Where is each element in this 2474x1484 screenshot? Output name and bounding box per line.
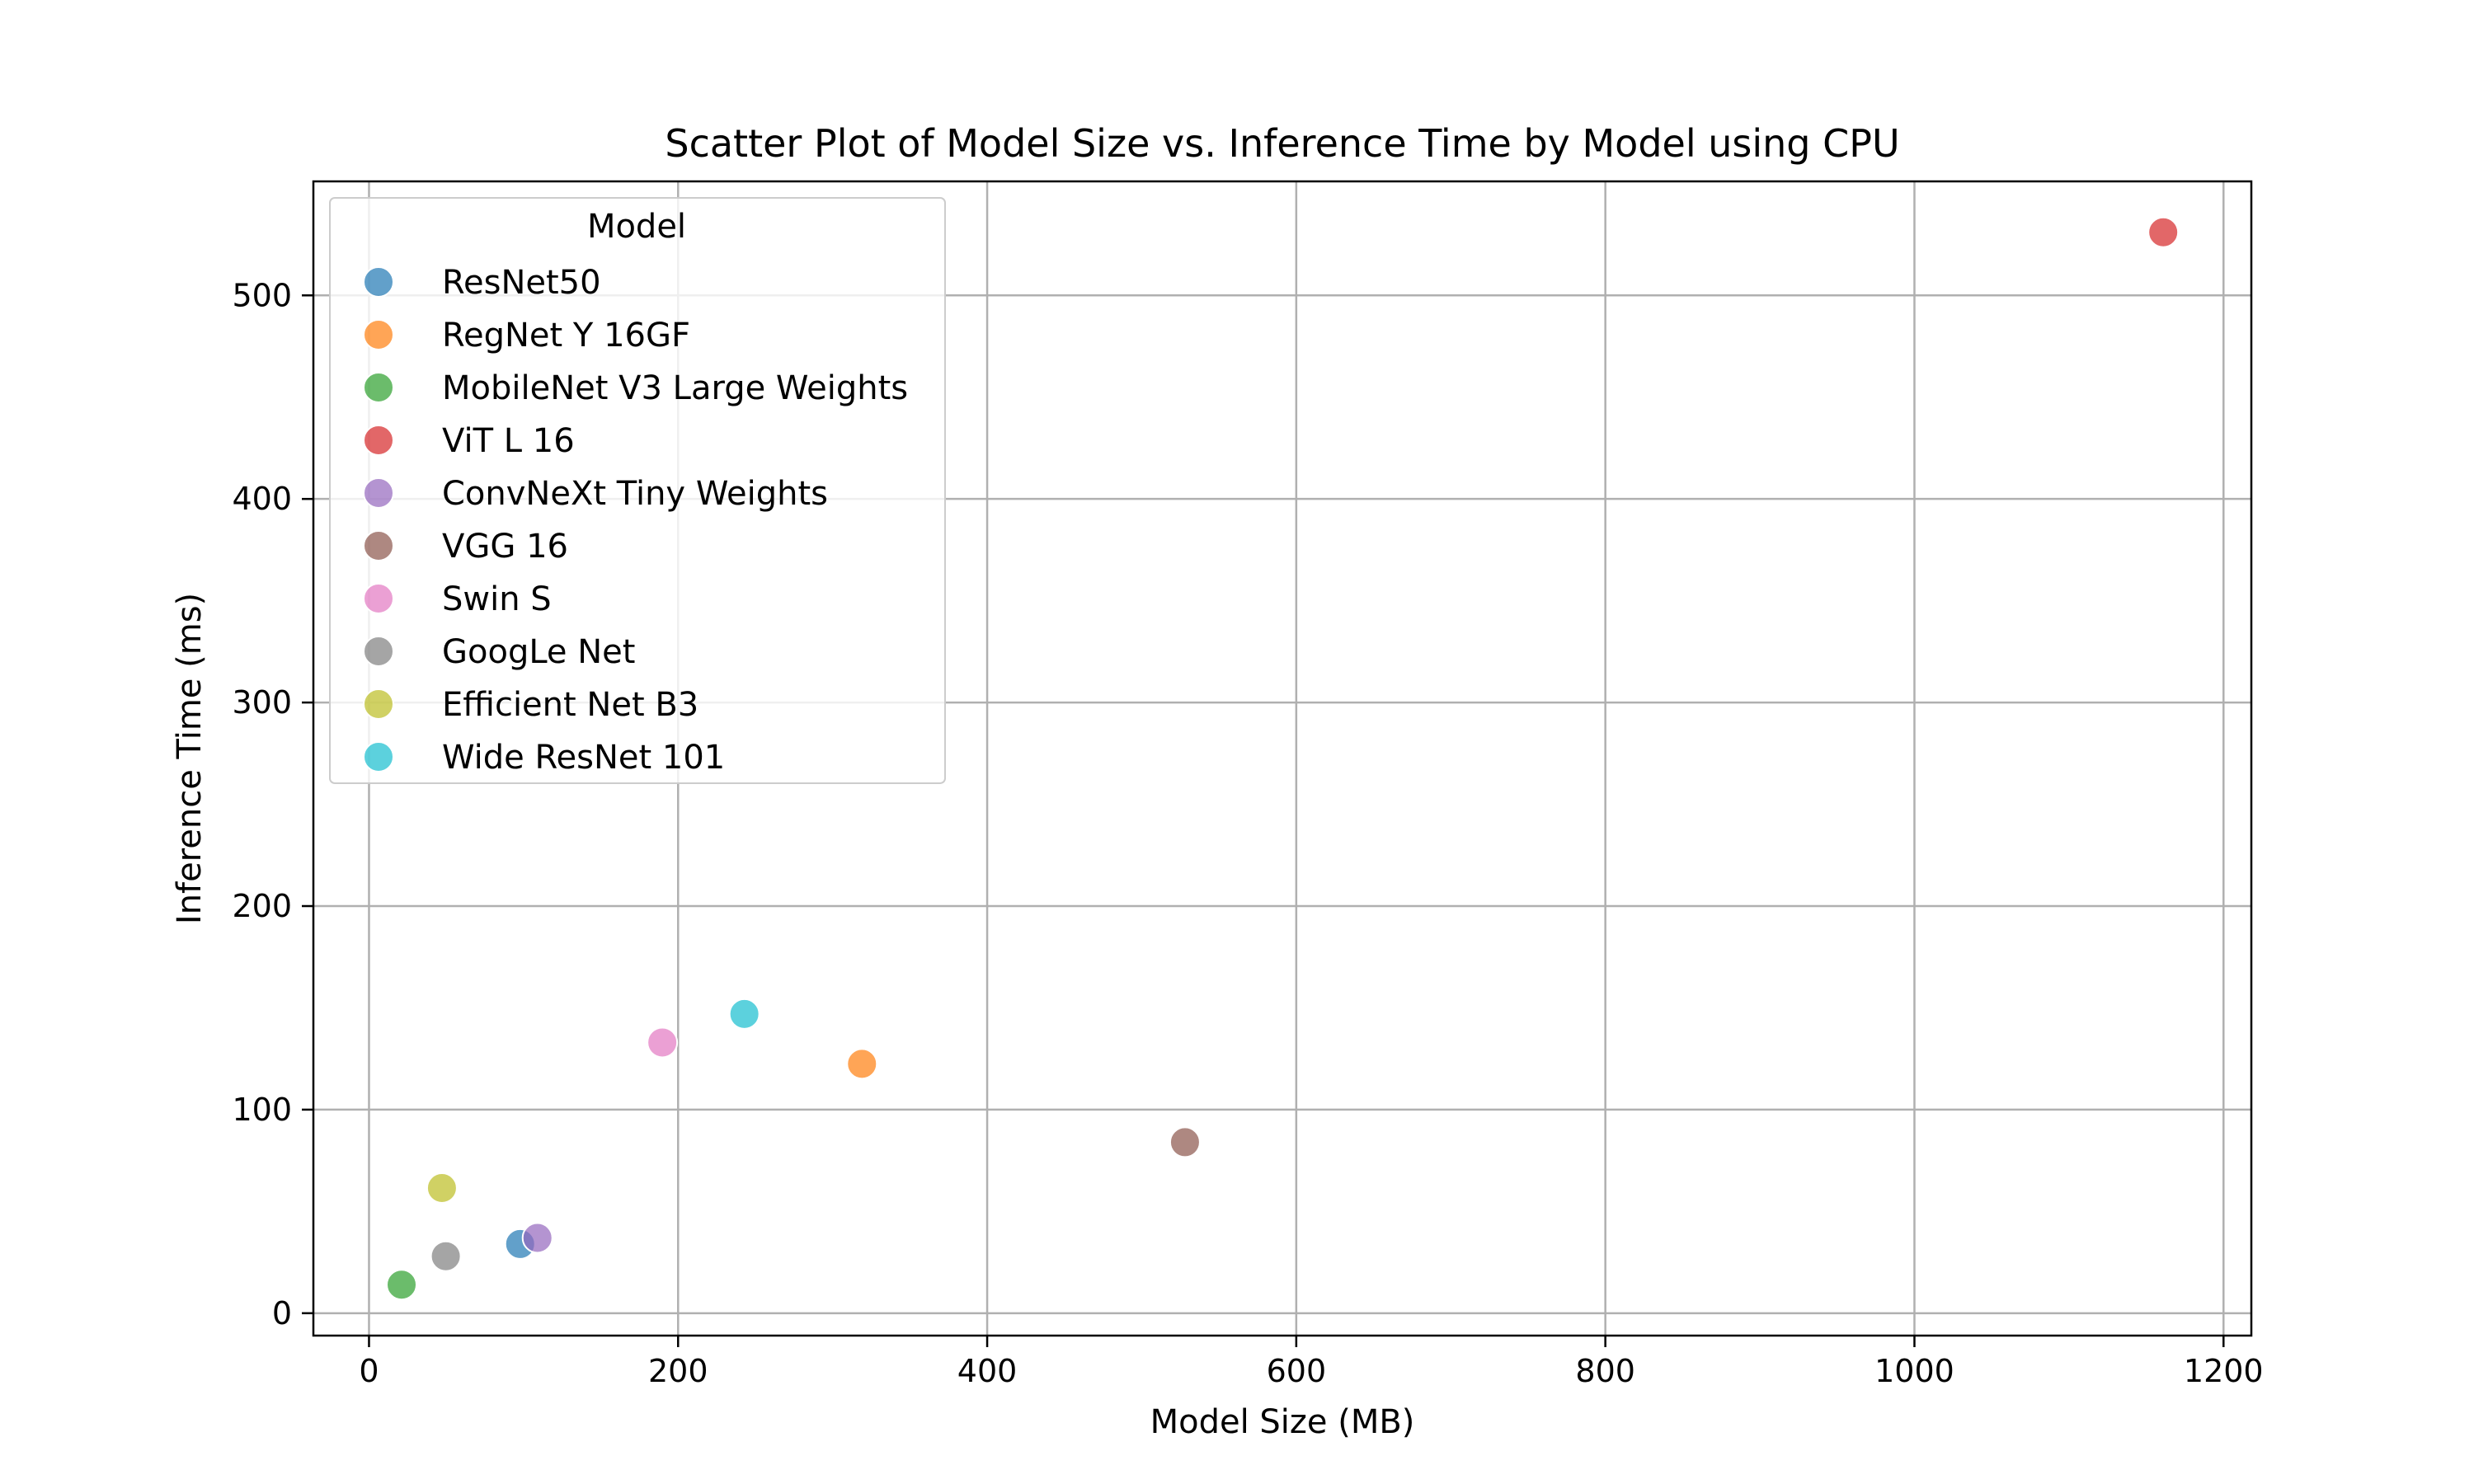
legend-label-vgg-16: VGG 16 (442, 528, 568, 566)
legend-marker-vit-l-16 (363, 425, 394, 456)
legend-label-swin-s: Swin S (442, 580, 552, 618)
legend: Model ResNet50 RegNet Y 16GF MobileNet V3 … (329, 197, 946, 784)
data-point-convnext-tiny-weights (521, 1222, 553, 1254)
legend-label-wide-resnet-101: Wide ResNet 101 (442, 739, 725, 777)
legend-title: Model (587, 208, 686, 246)
legend-label-convnext-tiny-weights: ConvNeXt Tiny Weights (442, 475, 828, 513)
y-tick-label: 100 (232, 1092, 292, 1128)
data-point-vgg-16 (1169, 1126, 1201, 1158)
data-point-vit-l-16 (2147, 216, 2180, 248)
y-axis-label: Inference Time (ms) (171, 593, 209, 924)
legend-marker-wide-resnet-101 (363, 741, 394, 773)
legend-marker-google-net (363, 636, 394, 667)
legend-marker-efficient-net-b3 (363, 688, 394, 720)
legend-marker-vgg-16 (363, 530, 394, 561)
legend-marker-swin-s (363, 583, 394, 614)
x-axis-label: Model Size (MB) (1150, 1403, 1415, 1441)
x-tick-label: 600 (1267, 1353, 1327, 1389)
legend-marker-mobilenet-v3-large-weights (363, 372, 394, 403)
legend-label-mobilenet-v3-large-weights: MobileNet V3 Large Weights (442, 369, 908, 407)
data-point-wide-resnet-101 (728, 998, 760, 1030)
y-tick-label: 0 (272, 1295, 292, 1331)
ticks-layer: 0 200 400 600 800 1000 1200 0 100 200 300 400 500 (232, 277, 2263, 1389)
legend-items: ResNet50 RegNet Y 16GF MobileNet V3 Large … (363, 264, 908, 777)
x-tick-label: 400 (957, 1353, 1018, 1389)
x-tick-label: 1000 (1874, 1353, 1954, 1389)
legend-label-google-net: GoogLe Net (442, 633, 635, 671)
data-point-google-net (430, 1240, 462, 1272)
y-tick-label: 500 (232, 277, 292, 313)
legend-marker-resnet50 (363, 266, 394, 298)
data-point-regnet-y-16gf (846, 1048, 878, 1080)
legend-marker-regnet-y-16gf (363, 319, 394, 350)
data-point-efficient-net-b3 (426, 1172, 458, 1204)
y-tick-label: 400 (232, 481, 292, 517)
x-tick-label: 200 (648, 1353, 708, 1389)
x-tick-label: 0 (359, 1353, 379, 1389)
x-tick-label: 800 (1575, 1353, 1635, 1389)
points-layer (386, 216, 2180, 1301)
legend-label-regnet-y-16gf: RegNet Y 16GF (442, 317, 690, 355)
y-tick-label: 300 (232, 684, 292, 721)
plot-area-frame (312, 180, 2253, 1337)
data-point-swin-s (647, 1026, 679, 1059)
data-point-mobilenet-v3-large-weights (386, 1269, 418, 1301)
legend-label-efficient-net-b3: Efficient Net B3 (442, 686, 698, 724)
x-tick-label: 1200 (2184, 1353, 2264, 1389)
y-tick-label: 200 (232, 888, 292, 924)
legend-label-vit-l-16: ViT L 16 (442, 422, 575, 460)
legend-marker-convnext-tiny-weights (363, 477, 394, 509)
chart-title: Scatter Plot of Model Size vs. Inference… (665, 121, 1899, 166)
legend-box (329, 197, 946, 784)
legend-label-resnet50: ResNet50 (442, 264, 601, 302)
